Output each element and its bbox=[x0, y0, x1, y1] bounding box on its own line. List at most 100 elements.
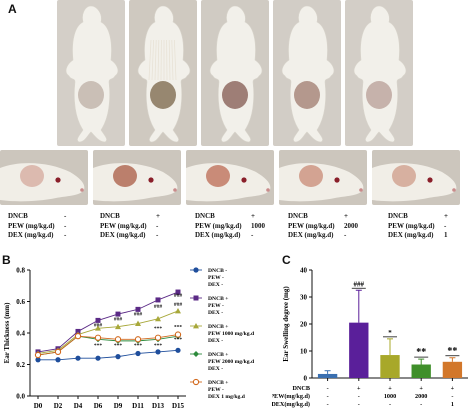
data-point bbox=[175, 289, 181, 295]
x-tick-label: D0 bbox=[34, 402, 43, 410]
treatment-block: DNCB + PEW (mg/kg.d) - DEX (mg/kg.d) - bbox=[100, 212, 170, 241]
data-point bbox=[115, 323, 121, 330]
series-line bbox=[38, 349, 179, 361]
treatment-value: - bbox=[156, 221, 159, 230]
panel-b-letter: B bbox=[2, 253, 11, 267]
significance-label: ** bbox=[447, 346, 457, 357]
legend-label: DNCB + bbox=[208, 296, 228, 302]
treatment-label: PEW (mg/kg.d) bbox=[100, 221, 147, 230]
data-point bbox=[35, 357, 41, 363]
treatment-label: PEW (mg/kg.d) bbox=[388, 221, 435, 230]
series bbox=[34, 331, 182, 359]
treatment-label: DEX (mg/kg.d) bbox=[195, 231, 241, 239]
treatment-label: DNCB bbox=[100, 212, 120, 220]
condition-value: - bbox=[327, 385, 329, 392]
treatment-block: DNCB + PEW (mg/kg.d) - DEX (mg/kg.d) 1 bbox=[388, 212, 458, 241]
bar-group: ** bbox=[411, 347, 431, 378]
treatment-block: DNCB + PEW (mg/kg.d) 1000 DEX (mg/kg.d) - bbox=[195, 212, 265, 241]
significance-label: *** bbox=[154, 343, 163, 349]
treatment-label: PEW (mg/kg.d) bbox=[195, 221, 242, 230]
condition-value: - bbox=[358, 393, 360, 400]
treatment-value: - bbox=[64, 231, 67, 239]
treatment-label: DEX (mg/kg.d) bbox=[288, 231, 334, 239]
condition-row-label: DEX(mg/kg.d) bbox=[272, 401, 310, 408]
data-point bbox=[135, 320, 141, 326]
data-point bbox=[155, 315, 161, 322]
significance-label: *** bbox=[114, 343, 123, 349]
condition-value: - bbox=[327, 401, 329, 408]
treatment-value: - bbox=[344, 231, 347, 239]
x-tick-label: D11 bbox=[132, 402, 144, 410]
condition-value: - bbox=[358, 401, 360, 408]
treatment-label: DNCB bbox=[388, 212, 408, 220]
x-tick-label: D4 bbox=[74, 402, 83, 410]
condition-row-label: DNCB bbox=[292, 385, 310, 392]
data-point bbox=[155, 349, 161, 355]
data-point bbox=[174, 331, 182, 338]
data-point bbox=[134, 336, 142, 343]
treatment-value: + bbox=[156, 212, 160, 220]
treatment-block: DNCB - PEW (mg/kg.d) - DEX (mg/kg.d) - bbox=[8, 212, 78, 241]
data-point bbox=[193, 267, 199, 273]
y-tick-label: 0.2 bbox=[16, 361, 25, 369]
data-point bbox=[75, 355, 81, 361]
rat-ear-dex bbox=[372, 150, 460, 205]
treatment-label: PEW (mg/kg.d) bbox=[8, 221, 55, 230]
bar-group bbox=[317, 370, 338, 378]
legend-label: PEW 2000 mg/kg.d bbox=[208, 359, 255, 365]
treatment-label: DEX (mg/kg.d) bbox=[100, 231, 146, 239]
legend-label: DNCB + bbox=[208, 380, 228, 386]
y-tick-label: 0.0 bbox=[16, 393, 25, 401]
legend-label: DEX - bbox=[208, 366, 223, 372]
series-line bbox=[37, 334, 179, 356]
treatment-value: 1 bbox=[444, 231, 448, 239]
y-axis-label: Ear Thickness (mm) bbox=[3, 302, 11, 363]
legend-label: PEW - bbox=[208, 387, 224, 393]
data-point bbox=[193, 323, 199, 329]
condition-value: - bbox=[420, 401, 422, 408]
rat-back-control bbox=[57, 0, 125, 146]
treatment-value: + bbox=[444, 212, 448, 220]
significance-label: ### bbox=[174, 293, 183, 299]
y-tick-label: 0.8 bbox=[16, 267, 25, 275]
rat-back-pew1000 bbox=[201, 0, 269, 146]
y-tick-label: 0 bbox=[304, 375, 308, 383]
panel-c-letter: C bbox=[282, 253, 291, 267]
treatment-label: DEX (mg/kg.d) bbox=[388, 231, 434, 239]
rat-ear-pew2000 bbox=[279, 150, 367, 205]
treatment-value: - bbox=[251, 231, 254, 239]
legend-label: PEW - bbox=[208, 303, 224, 309]
data-point bbox=[75, 328, 81, 334]
legend-label: DEX - bbox=[208, 310, 223, 316]
y-tick-label: 30 bbox=[300, 294, 308, 302]
rat-back-dex bbox=[345, 0, 413, 146]
y-tick-label: 10 bbox=[300, 348, 308, 356]
data-point bbox=[192, 378, 200, 386]
data-point bbox=[193, 351, 199, 357]
treatment-value: - bbox=[64, 221, 67, 230]
significance-label: ** bbox=[416, 347, 426, 358]
treatment-label: DNCB bbox=[288, 212, 308, 220]
significance-label: * bbox=[388, 329, 392, 337]
data-point bbox=[95, 317, 101, 323]
legend-label: DNCB + bbox=[208, 352, 228, 358]
bar bbox=[442, 361, 463, 378]
condition-value: + bbox=[357, 385, 361, 392]
bar-group: ** bbox=[442, 346, 463, 378]
rat-ear-pew1000 bbox=[186, 150, 274, 205]
data-point bbox=[135, 306, 141, 312]
data-point bbox=[135, 350, 141, 357]
data-point bbox=[114, 336, 122, 343]
significance-label: ### bbox=[174, 302, 183, 308]
data-point bbox=[95, 355, 101, 361]
data-point bbox=[94, 334, 102, 341]
significance-label: *** bbox=[174, 324, 183, 330]
bar bbox=[349, 322, 369, 378]
y-axis-label: Ear Swelling degree (mg) bbox=[282, 286, 290, 362]
data-point bbox=[74, 333, 82, 340]
data-point bbox=[175, 307, 181, 314]
treatment-value: 1000 bbox=[251, 221, 265, 230]
treatment-label: PEW (mg/kg.d) bbox=[288, 221, 335, 230]
legend-label: DNCB - bbox=[208, 268, 227, 274]
